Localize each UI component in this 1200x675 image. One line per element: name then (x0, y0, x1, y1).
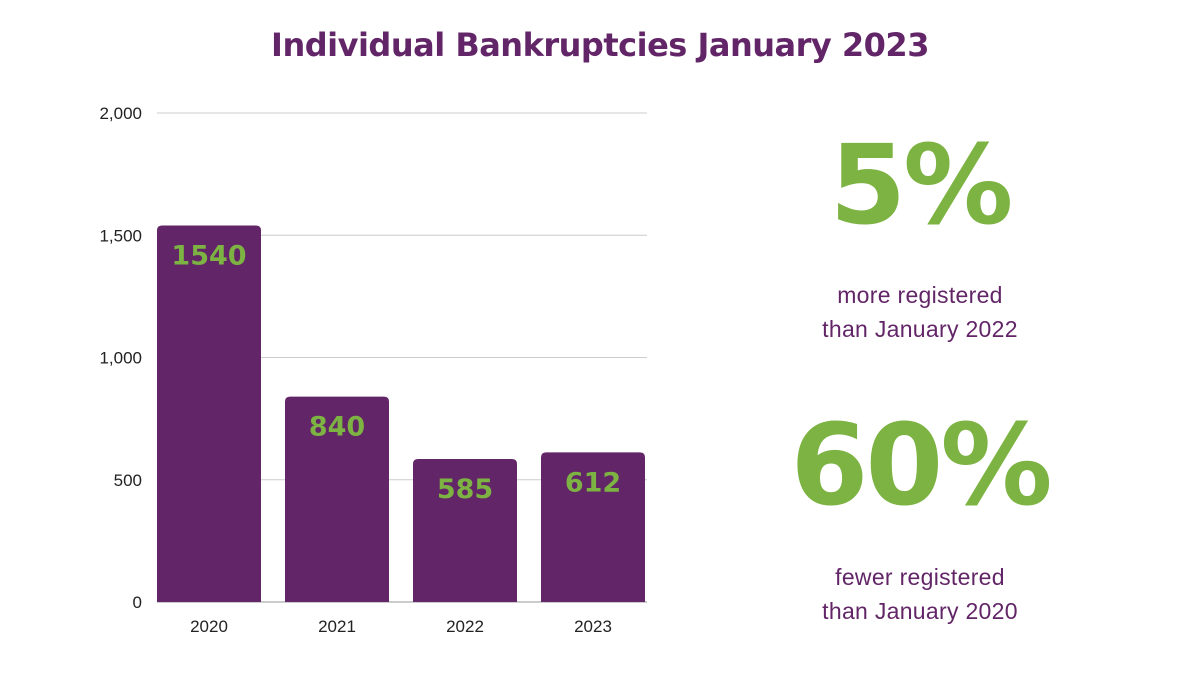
stat-decrease-caption-line1: fewer registered (835, 564, 1005, 590)
x-tick-label: 2021 (318, 617, 356, 636)
y-tick-label: 1,000 (99, 349, 142, 368)
bar (541, 452, 645, 602)
bar-data-label: 585 (437, 474, 493, 505)
stat-increase-caption-line2: than January 2022 (822, 316, 1018, 342)
stat-decrease-value: 60% (790, 401, 1052, 531)
chart-title: Individual Bankruptcies January 2023 (271, 26, 929, 64)
bar-data-label: 612 (565, 467, 621, 498)
y-tick-label: 500 (114, 471, 142, 490)
y-tick-label: 1,500 (99, 226, 142, 245)
x-tick-label: 2022 (446, 617, 484, 636)
stat-increase-caption-line1: more registered (837, 282, 1003, 308)
x-tick-label: 2020 (190, 617, 228, 636)
bar (285, 396, 389, 602)
stat-increase-caption: more registered than January 2022 (720, 278, 1120, 346)
stat-decrease-caption-line2: than January 2020 (822, 598, 1018, 624)
x-tick-label: 2023 (574, 617, 612, 636)
y-tick-label: 2,000 (99, 104, 142, 123)
bar (413, 458, 517, 602)
y-tick-label: 0 (133, 593, 142, 612)
stat-decrease-caption: fewer registered than January 2020 (720, 560, 1120, 628)
bar-data-label: 1540 (171, 240, 246, 271)
stat-decrease: 60% fewer registered than January 2020 (720, 410, 1120, 628)
stat-increase: 5% more registered than January 2022 (720, 130, 1120, 346)
bar (157, 225, 261, 602)
bar-data-label: 840 (309, 412, 365, 443)
bar-chart: 0 500 1,000 1,500 2,000 1540 2020 840 2021 585 202… (99, 104, 647, 636)
stat-increase-value: 5% (829, 121, 1014, 249)
